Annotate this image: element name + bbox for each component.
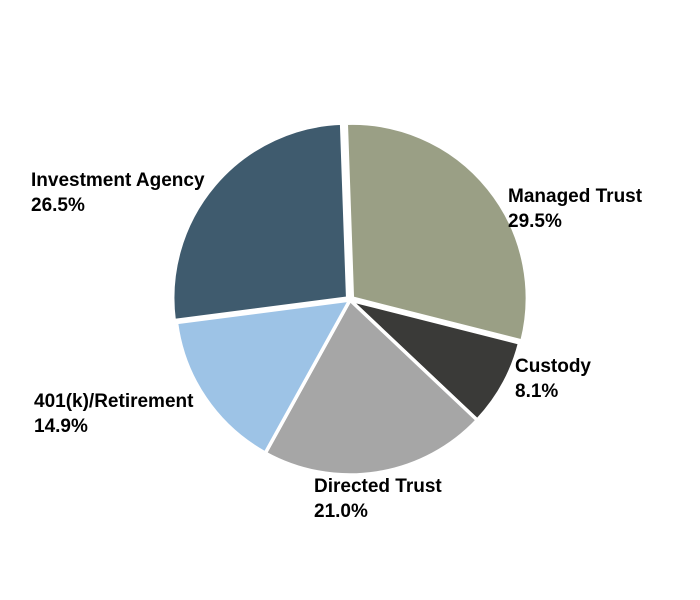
- slice-name-directed-trust: Directed Trust: [314, 476, 442, 497]
- slice-value-investment-agency: 26.5%: [31, 195, 85, 216]
- slice-label-directed-trust: Directed Trust 21.0%: [314, 476, 447, 522]
- slice-label-401k-retirement: 401(k)/Retirement 14.9%: [34, 391, 199, 437]
- pie-slice-investment-agency: [170, 121, 350, 323]
- pie-labels: Managed Trust 29.5% Custody 8.1% Directe…: [31, 170, 647, 522]
- slice-name-investment-agency: Investment Agency: [31, 170, 205, 191]
- slice-value-directed-trust: 21.0%: [314, 501, 368, 522]
- slice-label-investment-agency: Investment Agency 26.5%: [31, 170, 210, 216]
- pie-slice-directed-trust: [263, 298, 479, 477]
- slice-value-managed-trust: 29.5%: [508, 211, 562, 232]
- slice-name-custody: Custody: [515, 356, 591, 377]
- slice-value-401k-retirement: 14.9%: [34, 416, 88, 437]
- slice-value-custody: 8.1%: [515, 381, 558, 402]
- pie-slices: [170, 121, 530, 477]
- slice-name-401k-retirement: 401(k)/Retirement: [34, 391, 194, 412]
- slice-label-custody: Custody 8.1%: [515, 356, 596, 402]
- pie-slice-401-k-retirement: [174, 298, 352, 455]
- slice-label-managed-trust: Managed Trust 29.5%: [508, 186, 647, 232]
- pie-slice-managed-trust: [344, 121, 530, 343]
- slice-name-managed-trust: Managed Trust: [508, 186, 643, 207]
